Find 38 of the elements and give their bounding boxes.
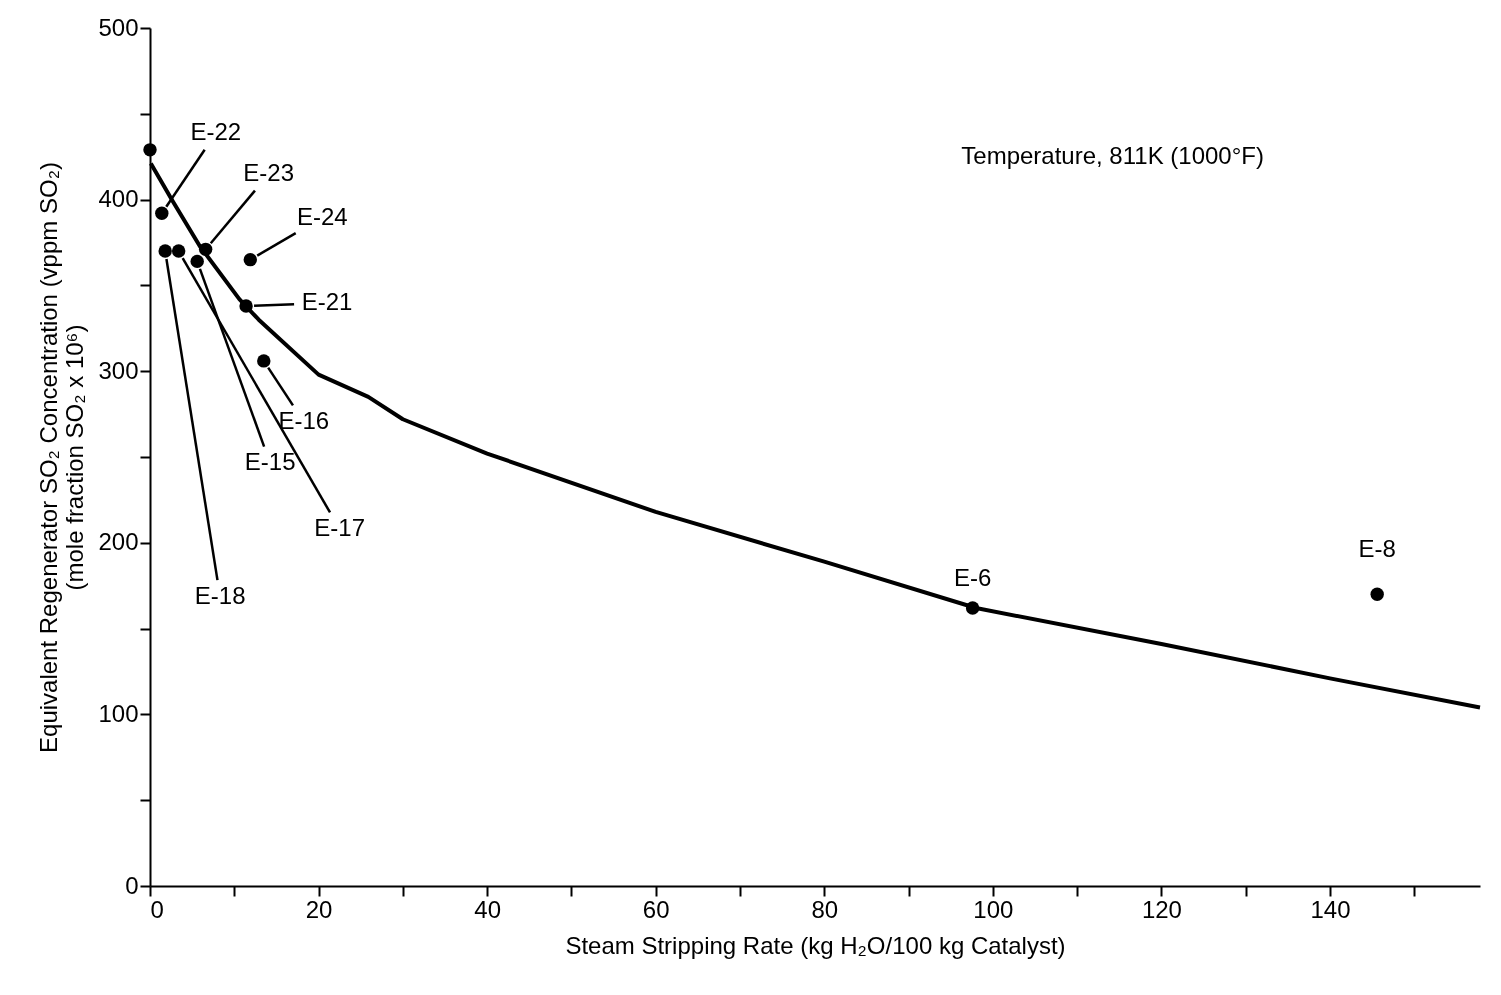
y-axis-title: Equivalent Regenerator SO₂ Concentration (vppm SO₂) (mole fraction SO₂ x 10⁶) bbox=[35, 162, 89, 753]
y-tick-label: 300 bbox=[98, 356, 139, 384]
annotation: E-8 bbox=[1358, 535, 1396, 563]
point bbox=[158, 244, 172, 258]
point bbox=[965, 601, 980, 615]
point bbox=[257, 354, 271, 368]
y-tick-label: 500 bbox=[98, 13, 139, 41]
x-tick-label: 60 bbox=[642, 895, 670, 923]
x-tick-label: 140 bbox=[1310, 895, 1351, 923]
y-tick-label: 100 bbox=[98, 699, 139, 727]
annotation: E-22 bbox=[190, 118, 242, 146]
annotation: E-23 bbox=[243, 159, 294, 187]
point bbox=[171, 244, 186, 258]
y-tick-label: 0 bbox=[125, 871, 139, 899]
x-axis-title: Steam Stripping Rate (kg H₂O/100 kg Catalyst) bbox=[565, 931, 1066, 959]
x-tick-label: 20 bbox=[305, 895, 333, 923]
annotation: Temperature, 811K (1000°F) bbox=[961, 141, 1264, 169]
point bbox=[155, 206, 169, 221]
annotation: E-18 bbox=[194, 582, 246, 610]
point bbox=[190, 254, 204, 269]
annotation: E-15 bbox=[244, 448, 296, 476]
y-tick-label: 400 bbox=[98, 185, 139, 213]
point bbox=[1370, 587, 1384, 601]
annotation: E-24 bbox=[296, 202, 348, 230]
point bbox=[239, 299, 253, 313]
annotation: E-17 bbox=[314, 514, 366, 542]
x-tick-label: 0 bbox=[150, 895, 164, 923]
y-tick-label: 200 bbox=[98, 528, 139, 556]
x-tick-label: 100 bbox=[973, 895, 1014, 923]
point bbox=[198, 242, 213, 257]
annotation: E-16 bbox=[278, 406, 330, 434]
point bbox=[243, 252, 258, 267]
x-tick-label: 40 bbox=[474, 895, 501, 923]
annotation: E-21 bbox=[301, 287, 353, 315]
x-tick-label: 80 bbox=[811, 895, 839, 923]
annotation: E-6 bbox=[953, 564, 992, 592]
x-tick-label: 120 bbox=[1141, 895, 1182, 923]
point bbox=[143, 143, 157, 157]
